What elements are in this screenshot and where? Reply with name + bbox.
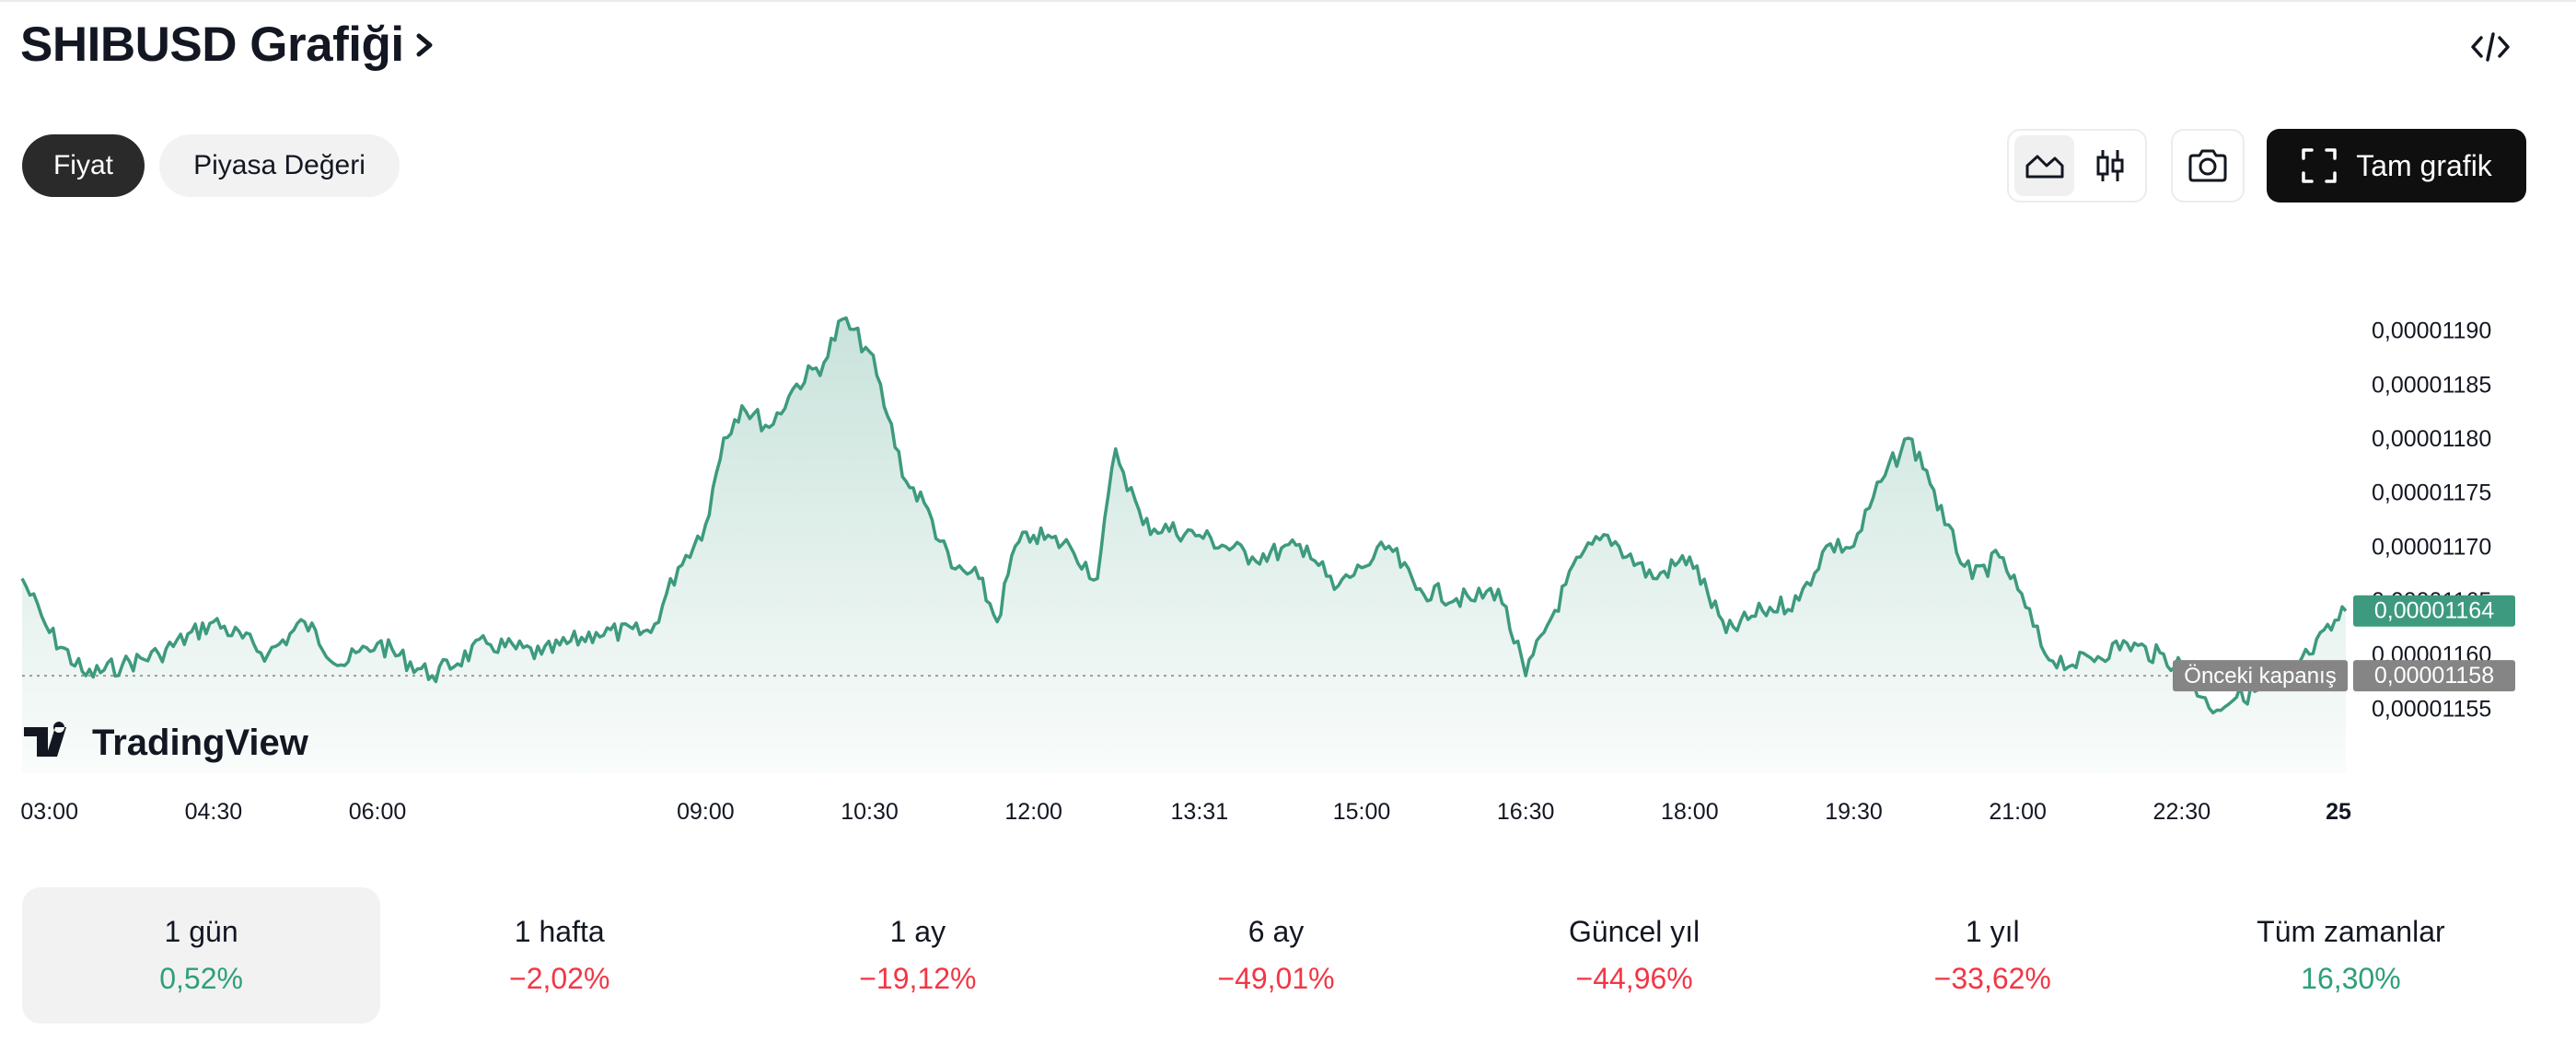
period-label: Güncel yıl — [1568, 915, 1700, 948]
y-tick-label: 0,00001185 — [2372, 372, 2491, 398]
tab-market-cap[interactable]: Piyasa Değeri — [159, 134, 400, 197]
period-card[interactable]: 6 ay −49,01% — [1097, 887, 1455, 1024]
last-price-tag: 0,00001164 — [2353, 595, 2515, 627]
last-price-value: 0,00001164 — [2374, 598, 2494, 624]
period-label: Tüm zamanlar — [2257, 915, 2445, 948]
price-chart[interactable]: 0,00001190 0,00001185 0,00001180 0,00001175… — [0, 230, 2576, 847]
fullscreen-icon — [2302, 148, 2337, 183]
x-tick-label: 18:00 — [1661, 799, 1719, 825]
tradingview-logo-icon — [24, 722, 66, 757]
screenshot-button[interactable] — [2171, 129, 2245, 202]
embed-code-button[interactable] — [2467, 20, 2513, 74]
x-axis: 03:00 04:30 06:00 09:00 10:30 12:00 13:31 15:00… — [20, 799, 2351, 825]
x-tick-label: 10:30 — [841, 799, 899, 825]
period-label: 1 hafta — [514, 915, 605, 948]
candles-chart-button[interactable] — [2080, 135, 2140, 196]
tradingview-wordmark: TradingView — [92, 723, 309, 763]
period-change-value: −49,01% — [1217, 962, 1335, 995]
period-label: 1 yıl — [1965, 915, 2020, 948]
price-line — [20, 316, 2348, 715]
period-card[interactable]: 1 yıl −33,62% — [1814, 887, 2172, 1024]
previous-close-text: Önceki kapanış — [2184, 664, 2336, 688]
y-tick-label: 0,00001190 — [2372, 318, 2491, 344]
y-tick-label: 0,00001155 — [2372, 696, 2491, 722]
x-tick-label: 15:00 — [1333, 799, 1391, 825]
tab-price[interactable]: Fiyat — [22, 134, 145, 197]
chevron-right-icon — [413, 27, 450, 64]
period-performance: 1 gün 0,52% 1 hafta −2,02% 1 ay −19,12% 6 ay −4… — [22, 887, 2530, 1024]
x-tick-label: 12:00 — [1004, 799, 1062, 825]
camera-icon — [2188, 149, 2227, 182]
x-tick-label: 16:30 — [1497, 799, 1555, 825]
period-label: 6 ay — [1247, 915, 1305, 948]
period-card[interactable]: Tüm zamanlar 16,30% — [2172, 887, 2530, 1024]
y-tick-label: 0,00001170 — [2372, 534, 2491, 560]
x-tick-label: 09:00 — [677, 799, 735, 825]
x-tick-label: 03:00 — [20, 799, 78, 825]
period-label: 1 gün — [164, 915, 238, 948]
x-tick-label: 25 — [2326, 799, 2351, 825]
price-area-fill — [22, 318, 2346, 773]
period-label: 1 ay — [889, 915, 946, 948]
top-divider — [0, 0, 2576, 2]
x-tick-label: 21:00 — [1989, 799, 2047, 825]
symbol-title-link[interactable]: SHIBUSD Grafiği — [20, 17, 450, 73]
page-title: SHIBUSD Grafiği — [20, 17, 404, 72]
x-tick-label: 06:00 — [349, 799, 407, 825]
period-change-value: −33,62% — [1933, 962, 2051, 995]
y-tick-label: 0,00001180 — [2372, 426, 2491, 452]
period-change-value: 0,52% — [159, 962, 243, 995]
full-chart-label: Tam grafik — [2356, 148, 2492, 182]
period-card[interactable]: Güncel yıl −44,96% — [1456, 887, 1814, 1024]
candles-icon — [2096, 150, 2123, 181]
code-icon — [2471, 32, 2510, 62]
y-tick-label: 0,00001175 — [2372, 480, 2491, 506]
period-change-value: −19,12% — [859, 962, 977, 995]
full-chart-button[interactable]: Tam grafik — [2267, 129, 2526, 202]
tradingview-logo: TradingView — [24, 722, 309, 763]
previous-close-value: 0,00001158 — [2374, 663, 2494, 688]
period-card[interactable]: 1 ay −19,12% — [738, 887, 1097, 1024]
period-change-value: −2,02% — [509, 962, 610, 995]
chart-type-switcher — [2007, 129, 2147, 202]
area-chart-icon — [2025, 155, 2063, 179]
x-tick-label: 19:30 — [1825, 799, 1883, 825]
x-tick-label: 22:30 — [2153, 799, 2211, 825]
x-tick-label: 13:31 — [1171, 799, 1229, 825]
period-card[interactable]: 1 hafta −2,02% — [380, 887, 738, 1024]
area-chart-button[interactable] — [2014, 135, 2074, 196]
period-change-value: 16,30% — [2301, 962, 2401, 995]
x-tick-label: 04:30 — [185, 799, 243, 825]
period-card[interactable]: 1 gün 0,52% — [22, 887, 381, 1024]
period-change-value: −44,96% — [1575, 962, 1693, 995]
previous-close-tag: Önceki kapanış 0,00001158 — [2173, 660, 2515, 692]
